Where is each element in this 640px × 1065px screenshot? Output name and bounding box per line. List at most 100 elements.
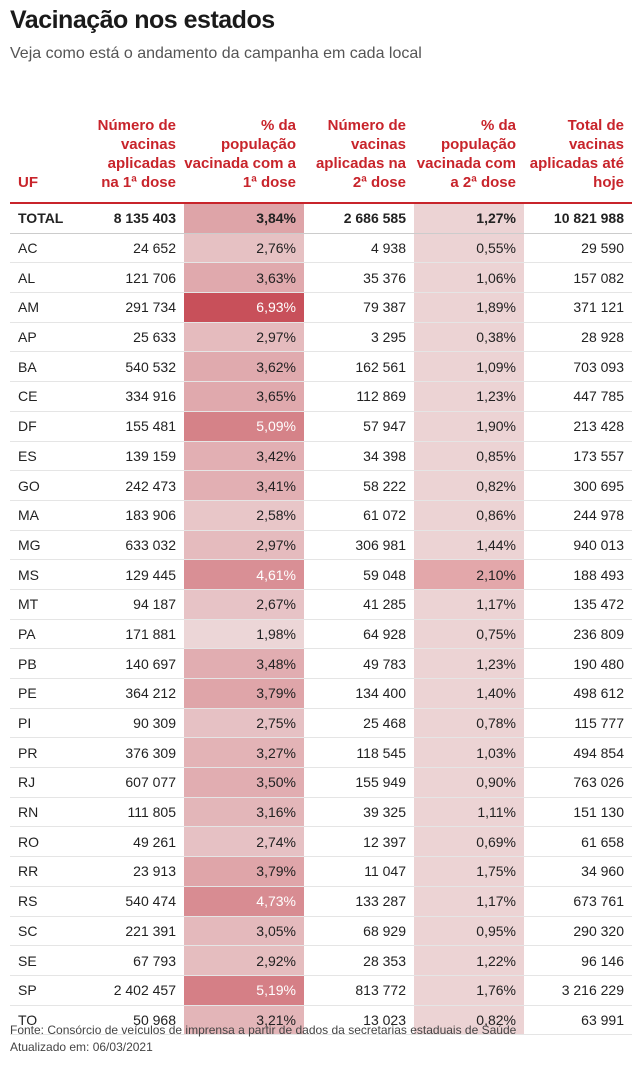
row-dose1-count: 50 968	[86, 1005, 184, 1036]
row-dose2-pct: 0,55%	[414, 233, 524, 264]
header-uf: UF	[10, 90, 86, 204]
row-uf: RJ	[10, 767, 86, 798]
row-dose1-pct: 4,61%	[184, 559, 304, 590]
row-dose2-pct: 1,17%	[414, 886, 524, 917]
row-uf: DF	[10, 411, 86, 442]
row-dose1-pct: 1,98%	[184, 619, 304, 650]
header-dose1-pct: % da população vacinada com a 1ª dose	[184, 90, 304, 204]
row-dose1-count: 155 481	[86, 411, 184, 442]
row-dose2-pct: 0,78%	[414, 708, 524, 739]
row-total: 173 557	[524, 441, 632, 472]
row-dose2-pct: 0,82%	[414, 470, 524, 501]
table-header-row: UF Número de vacinas aplicadas na 1ª dos…	[10, 90, 632, 204]
row-dose1-count: 540 532	[86, 351, 184, 383]
row-total: 29 590	[524, 233, 632, 264]
header-dose2-count: Número de vacinas aplicadas na 2ª dose	[304, 90, 414, 204]
table-row: TOTAL 8 135 403 3,84% 2 686 585 1,27% 10 821 …	[10, 203, 632, 234]
table-row: ES 139 159 3,42% 34 398 0,85% 173 557	[10, 441, 632, 472]
row-dose1-count: 67 793	[86, 945, 184, 976]
row-total: 236 809	[524, 619, 632, 650]
source-note: Fonte: Consórcio de veículos de imprensa…	[10, 1023, 517, 1037]
table-row: DF 155 481 5,09% 57 947 1,90% 213 428	[10, 411, 632, 442]
row-dose1-count: 90 309	[86, 708, 184, 739]
row-dose2-pct: 0,85%	[414, 441, 524, 472]
row-dose2-count: 39 325	[304, 797, 414, 828]
row-uf: BA	[10, 351, 86, 383]
table-body: TOTAL 8 135 403 3,84% 2 686 585 1,27% 10 821 …	[10, 203, 632, 1036]
row-dose1-pct: 4,73%	[184, 886, 304, 917]
row-dose1-pct: 3,50%	[184, 767, 304, 798]
row-dose1-count: 49 261	[86, 826, 184, 858]
row-dose2-count: 162 561	[304, 351, 414, 383]
table-row: MT 94 187 2,67% 41 285 1,17% 135 472	[10, 589, 632, 620]
row-dose1-pct: 6,93%	[184, 292, 304, 323]
table-row: MA 183 906 2,58% 61 072 0,86% 244 978	[10, 500, 632, 531]
footer: Fonte: Consórcio de veículos de imprensa…	[10, 1022, 516, 1056]
row-uf: MA	[10, 500, 86, 531]
row-uf: PR	[10, 737, 86, 769]
row-total: 61 658	[524, 826, 632, 858]
row-dose1-count: 121 706	[86, 262, 184, 294]
row-dose1-count: 25 633	[86, 322, 184, 353]
row-dose2-pct: 1,44%	[414, 530, 524, 561]
table-row: AL 121 706 3,63% 35 376 1,06% 157 082	[10, 262, 632, 294]
row-uf: RN	[10, 797, 86, 828]
row-uf: PI	[10, 708, 86, 739]
row-uf: RS	[10, 886, 86, 917]
row-uf: AC	[10, 233, 86, 264]
row-dose1-pct: 2,67%	[184, 589, 304, 620]
row-uf: AP	[10, 322, 86, 353]
row-dose1-count: 140 697	[86, 648, 184, 679]
row-dose2-count: 25 468	[304, 708, 414, 739]
row-dose2-pct: 0,86%	[414, 500, 524, 531]
row-dose1-pct: 3,48%	[184, 648, 304, 679]
row-dose2-count: 3 295	[304, 322, 414, 353]
row-dose2-pct: 1,23%	[414, 381, 524, 412]
table-row: PR 376 309 3,27% 118 545 1,03% 494 854	[10, 737, 632, 769]
row-dose2-count: 11 047	[304, 856, 414, 887]
row-dose1-count: 291 734	[86, 292, 184, 323]
row-dose2-count: 155 949	[304, 767, 414, 798]
row-total: 34 960	[524, 856, 632, 887]
row-total: 290 320	[524, 916, 632, 947]
row-uf: SE	[10, 945, 86, 976]
row-dose1-pct: 3,05%	[184, 916, 304, 947]
row-dose2-count: 306 981	[304, 530, 414, 561]
row-dose1-count: 111 805	[86, 797, 184, 828]
row-dose1-count: 24 652	[86, 233, 184, 264]
row-dose1-pct: 3,21%	[184, 1005, 304, 1036]
row-dose2-count: 134 400	[304, 678, 414, 709]
row-dose1-pct: 3,16%	[184, 797, 304, 828]
table-row: CE 334 916 3,65% 112 869 1,23% 447 785	[10, 381, 632, 412]
row-dose2-count: 57 947	[304, 411, 414, 442]
row-dose2-count: 61 072	[304, 500, 414, 531]
row-dose1-pct: 2,97%	[184, 530, 304, 561]
row-uf: SC	[10, 916, 86, 947]
table-row: MG 633 032 2,97% 306 981 1,44% 940 013	[10, 530, 632, 561]
row-total: 135 472	[524, 589, 632, 620]
row-uf: TO	[10, 1005, 86, 1036]
row-dose1-count: 129 445	[86, 559, 184, 590]
row-dose1-pct: 2,76%	[184, 233, 304, 264]
row-dose2-pct: 1,89%	[414, 292, 524, 323]
row-uf: PA	[10, 619, 86, 650]
row-total: 28 928	[524, 322, 632, 353]
row-dose1-pct: 2,92%	[184, 945, 304, 976]
table-row: SP 2 402 457 5,19% 813 772 1,76% 3 216 229	[10, 975, 632, 1006]
table-row: GO 242 473 3,41% 58 222 0,82% 300 695	[10, 470, 632, 501]
row-dose1-pct: 2,58%	[184, 500, 304, 531]
row-total: 494 854	[524, 737, 632, 769]
row-dose1-count: 221 391	[86, 916, 184, 947]
row-total: 498 612	[524, 678, 632, 709]
row-uf: AM	[10, 292, 86, 323]
row-uf: PB	[10, 648, 86, 679]
table-row: RS 540 474 4,73% 133 287 1,17% 673 761	[10, 886, 632, 917]
row-dose2-pct: 0,75%	[414, 619, 524, 650]
row-uf: GO	[10, 470, 86, 501]
row-dose1-count: 540 474	[86, 886, 184, 917]
row-total: 3 216 229	[524, 975, 632, 1006]
table-row: AP 25 633 2,97% 3 295 0,38% 28 928	[10, 322, 632, 353]
row-total: 447 785	[524, 381, 632, 412]
row-dose2-count: 13 023	[304, 1005, 414, 1036]
row-total: 63 991	[524, 1005, 632, 1036]
